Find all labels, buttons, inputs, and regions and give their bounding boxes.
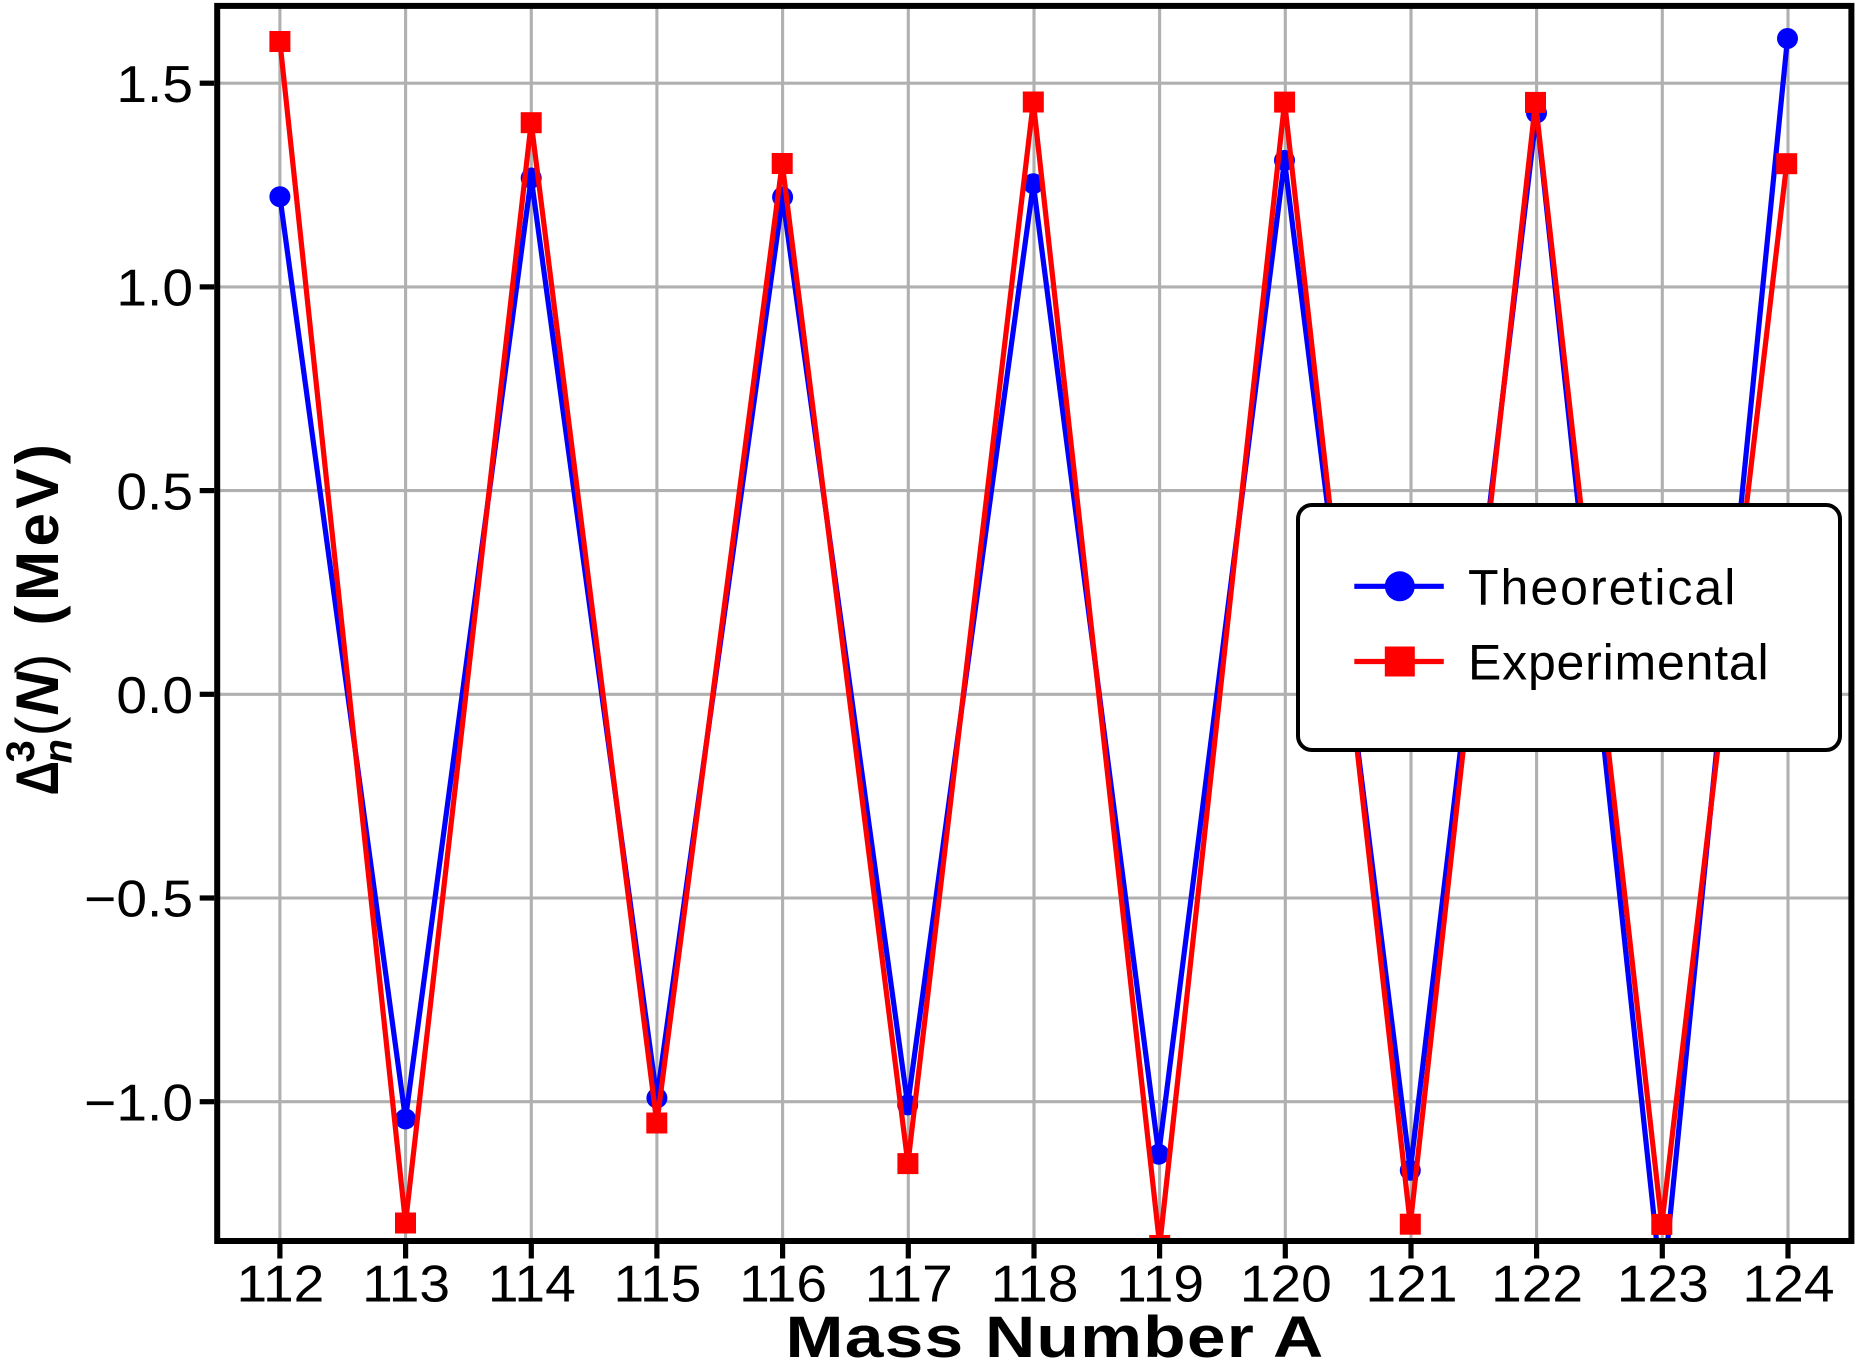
svg-text:121: 121 — [1366, 1255, 1458, 1313]
svg-text:123: 123 — [1617, 1255, 1709, 1313]
svg-text:(MeV): (MeV) — [4, 440, 71, 626]
svg-text:3: 3 — [0, 740, 43, 762]
svg-text:124: 124 — [1743, 1255, 1835, 1313]
svg-text:Δ: Δ — [4, 761, 71, 796]
svg-text:): ) — [4, 654, 71, 674]
svg-text:0.5: 0.5 — [116, 463, 193, 521]
svg-text:116: 116 — [739, 1255, 827, 1313]
svg-text:1.5: 1.5 — [116, 55, 193, 113]
svg-text:122: 122 — [1491, 1255, 1583, 1313]
svg-text:(: ( — [4, 717, 71, 737]
svg-text:120: 120 — [1240, 1255, 1332, 1313]
svg-text:0.0: 0.0 — [116, 666, 193, 724]
svg-text:−0.5: −0.5 — [84, 870, 193, 928]
svg-text:Mass Number A: Mass Number A — [786, 1304, 1325, 1365]
svg-text:115: 115 — [613, 1255, 701, 1313]
svg-text:1.0: 1.0 — [116, 259, 193, 317]
svg-text:n: n — [37, 739, 81, 763]
svg-text:Theoretical: Theoretical — [1468, 559, 1737, 615]
svg-text:114: 114 — [488, 1255, 576, 1313]
svg-text:113: 113 — [362, 1255, 450, 1313]
svg-text:119: 119 — [1116, 1255, 1204, 1313]
svg-text:Experimental: Experimental — [1468, 635, 1769, 691]
svg-text:118: 118 — [991, 1255, 1079, 1313]
svg-text:117: 117 — [865, 1255, 953, 1313]
svg-text:−1.0: −1.0 — [84, 1074, 193, 1132]
svg-text:112: 112 — [236, 1255, 324, 1313]
svg-text:N: N — [4, 671, 71, 716]
